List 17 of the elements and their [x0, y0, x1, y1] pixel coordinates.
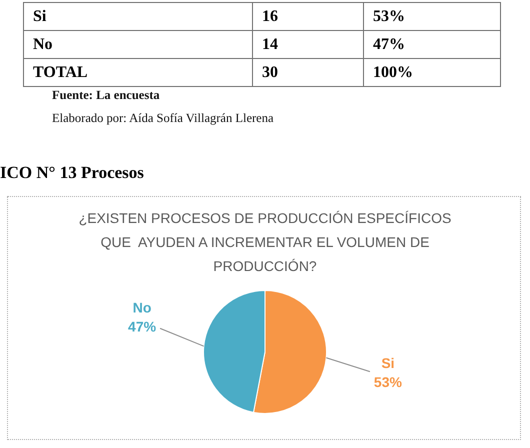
category-label: Si	[24, 2, 252, 30]
slice-label: No	[132, 300, 152, 316]
data-label: 14	[252, 30, 364, 58]
slice-label: Si	[381, 354, 395, 371]
source-note: Fuente: La encuesta	[52, 88, 160, 103]
chart-title: ¿EXISTEN PROCESOS DE PRODUCCIÓN ESPECÍFICOS QUE AYUDEN A INCREMENTAR EL VOLUMEN DE PRODUCCIÓN?	[78, 209, 452, 276]
data-label: 53%	[374, 374, 403, 390]
category-label: TOTAL	[24, 58, 252, 86]
text: ICO N° 13 Procesos	[0, 163, 144, 183]
data-label: 30	[252, 58, 364, 86]
text: Elaborado por: Aída Sofía Villagrán Llerena	[52, 111, 274, 126]
data-label: 16	[252, 2, 364, 30]
data-label: 53%	[364, 2, 500, 30]
data-label: 100%	[364, 58, 500, 86]
category-label: No	[24, 30, 252, 58]
data-label: 47%	[128, 318, 157, 335]
data-label: 47%	[364, 30, 500, 58]
